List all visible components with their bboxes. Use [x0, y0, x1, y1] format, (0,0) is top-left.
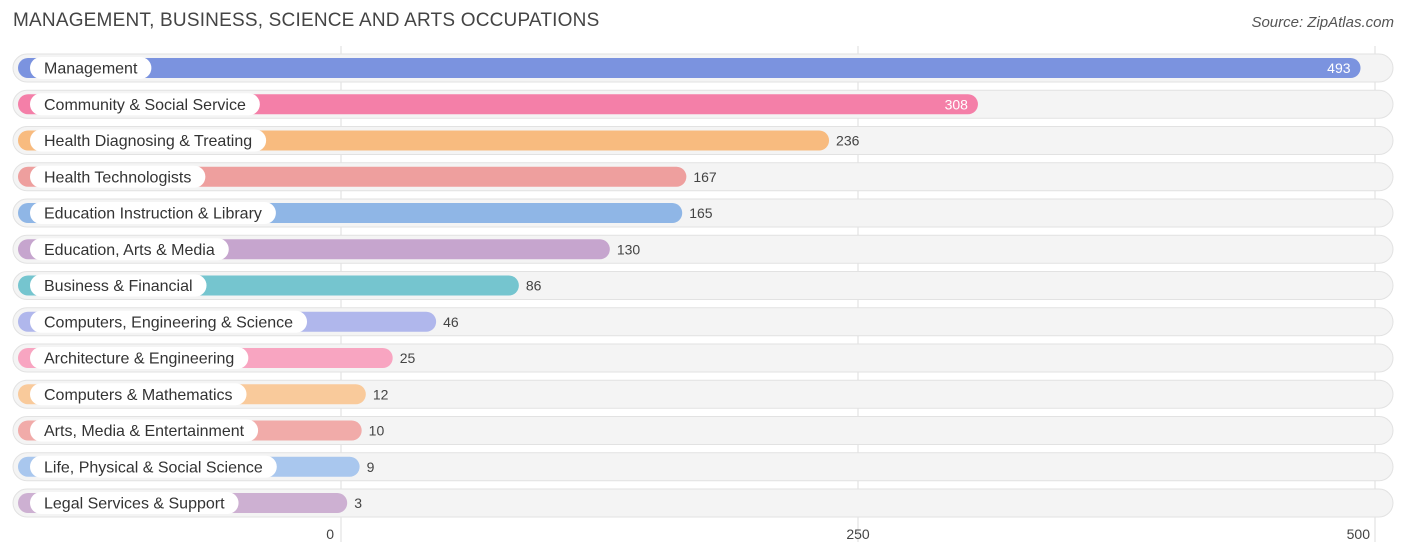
bar-track: [12, 488, 1394, 518]
bar-row: Architecture & Engineering 25: [12, 343, 1394, 373]
category-label-pill: [30, 310, 308, 333]
category-label: Computers & Mathematics: [44, 387, 233, 404]
value-label: 165: [689, 205, 713, 221]
bar-row: Management 493: [12, 53, 1394, 83]
bar-row: Education, Arts & Media 130: [12, 234, 1394, 264]
category-label: Business & Financial: [44, 278, 193, 295]
x-tick-label: 500: [1347, 526, 1371, 542]
category-label-pill: [30, 492, 239, 514]
bar-row: Business & Financial 86: [12, 271, 1394, 300]
category-label: Legal Services & Support: [44, 496, 225, 513]
bar-row: Education Instruction & Library 165: [12, 198, 1394, 228]
value-label: 86: [526, 278, 542, 294]
value-label: 10: [369, 423, 385, 439]
bar-track: [12, 452, 1394, 482]
value-label: 130: [617, 241, 641, 257]
bar-row: Health Diagnosing & Treating 236: [12, 126, 1394, 155]
value-label: 46: [443, 314, 459, 330]
value-label: 9: [367, 459, 375, 475]
category-label-pill: [30, 129, 267, 152]
category-label-pill: [30, 165, 206, 188]
bar-row: Health Technologists 167: [12, 162, 1394, 192]
category-label-pill: [30, 93, 260, 116]
category-label: Life, Physical & Social Science: [44, 459, 263, 476]
category-label-pill: [30, 383, 247, 406]
ticks-layer: 0 250 500: [326, 526, 1370, 542]
category-label-pill: [30, 347, 249, 369]
value-label: 236: [836, 133, 860, 149]
category-label-pill: [30, 455, 277, 478]
bar-row: Life, Physical & Social Science 9: [12, 452, 1394, 482]
category-label-pill: [30, 202, 276, 224]
category-label: Health Diagnosing & Treating: [44, 133, 252, 150]
x-tick-label: 250: [846, 526, 870, 542]
value-label: 493: [1327, 60, 1351, 76]
category-label: Health Technologists: [44, 169, 191, 186]
rows-layer: Management 493 Community & Social Service 3…: [12, 53, 1394, 518]
bar-row: Arts, Media & Entertainment 10: [12, 416, 1394, 445]
value-label: 3: [354, 495, 362, 511]
bar-row: Legal Services & Support 3: [12, 488, 1394, 518]
category-label-pill: [30, 419, 259, 442]
category-label: Arts, Media & Entertainment: [44, 423, 245, 440]
value-label: 25: [400, 350, 416, 366]
category-label: Education Instruction & Library: [44, 206, 262, 223]
category-label: Management: [44, 61, 138, 78]
category-label: Education, Arts & Media: [44, 242, 215, 259]
bar-row: Computers, Engineering & Science 46: [12, 307, 1394, 337]
category-label-pill: [30, 274, 207, 297]
x-tick-label: 0: [326, 526, 334, 542]
category-label: Computers, Engineering & Science: [44, 314, 293, 331]
value-label: 308: [945, 96, 969, 112]
category-label-pill: [30, 238, 229, 261]
value-label: 167: [693, 169, 717, 185]
category-label: Architecture & Engineering: [44, 351, 234, 368]
bar-row: Computers & Mathematics 12: [12, 379, 1394, 409]
source-credit: Source: ZipAtlas.com: [1251, 14, 1394, 31]
value-label: 12: [373, 386, 389, 402]
category-label-pill: [30, 57, 152, 79]
bar: [18, 58, 1361, 78]
bar-row: Community & Social Service 308: [12, 89, 1394, 119]
chart-title: MANAGEMENT, BUSINESS, SCIENCE AND ARTS O…: [13, 10, 600, 31]
category-label: Community & Social Service: [44, 97, 246, 114]
